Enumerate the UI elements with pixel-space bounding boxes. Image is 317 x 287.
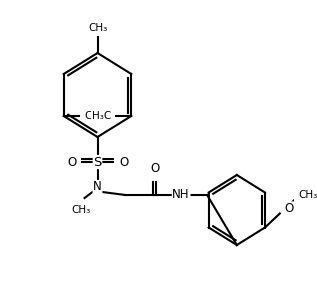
Text: CH₃: CH₃ xyxy=(298,191,317,201)
Text: CH₃: CH₃ xyxy=(84,111,103,121)
Text: H₃C: H₃C xyxy=(92,111,111,121)
Text: N: N xyxy=(93,181,102,193)
Text: O: O xyxy=(119,156,128,168)
Text: O: O xyxy=(151,162,160,175)
Text: NH: NH xyxy=(172,189,190,201)
Text: CH₃: CH₃ xyxy=(88,23,107,33)
Text: O: O xyxy=(284,202,294,215)
Text: CH₃: CH₃ xyxy=(71,205,90,215)
Text: S: S xyxy=(93,156,102,168)
Text: O: O xyxy=(67,156,76,168)
